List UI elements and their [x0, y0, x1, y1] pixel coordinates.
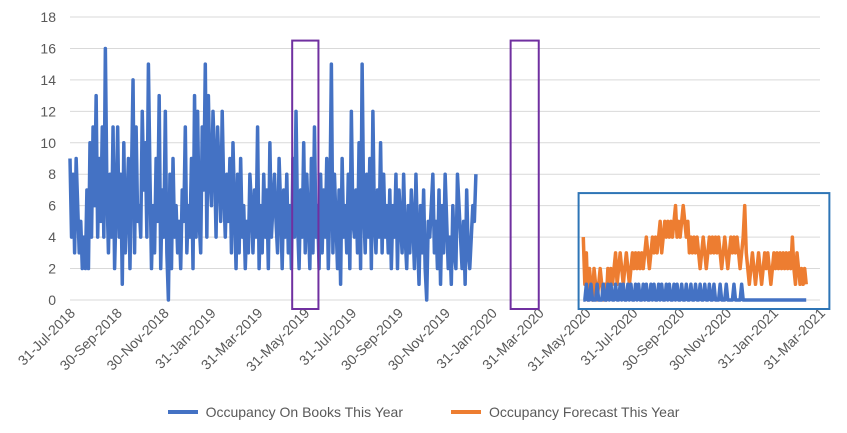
series-layer [68, 46, 808, 302]
legend-item-forecast: Occupancy Forecast This Year [451, 404, 679, 420]
highlight-box-1 [509, 39, 540, 310]
legend: Occupancy On Books This Year Occupancy F… [0, 404, 847, 420]
y-tick-label: 6 [48, 198, 56, 214]
y-tick-label: 0 [48, 292, 56, 308]
y-tick-label: 18 [40, 9, 56, 25]
legend-swatch-on-books [167, 410, 198, 414]
highlight-box-0 [291, 39, 320, 310]
series-line-0 [68, 46, 478, 302]
legend-label-forecast: Occupancy Forecast This Year [489, 404, 680, 420]
legend-item-on-books: Occupancy On Books This Year [167, 404, 403, 420]
y-axis-ticks: 0 2 4 6 8 10 12 14 16 18 [40, 9, 56, 308]
y-tick-label: 16 [40, 40, 56, 56]
legend-swatch-forecast [451, 410, 481, 414]
series-line-1 [581, 203, 808, 302]
y-tick-label: 10 [40, 135, 56, 151]
y-tick-label: 8 [48, 166, 56, 182]
y-tick-label: 2 [48, 261, 56, 277]
y-tick-label: 12 [40, 103, 56, 119]
highlight-box-2 [577, 192, 831, 310]
series-line-2 [583, 282, 807, 302]
x-axis-ticks: 31-Jul-201830-Sep-201830-Nov-201831-Jan-… [15, 305, 829, 375]
annotation-layer [291, 39, 831, 310]
legend-label-on-books: Occupancy On Books This Year [205, 404, 403, 420]
y-tick-label: 14 [40, 72, 56, 88]
y-tick-label: 4 [48, 229, 56, 245]
